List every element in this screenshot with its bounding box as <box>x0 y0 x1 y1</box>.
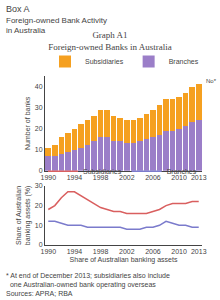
svg-text:30: 30 <box>35 104 43 111</box>
svg-text:1990: 1990 <box>40 248 56 255</box>
svg-text:Branches: Branches <box>169 58 199 65</box>
svg-text:Subsidiaries: Subsidiaries <box>85 58 124 65</box>
svg-text:2013: 2013 <box>191 248 207 255</box>
svg-text:30: 30 <box>35 182 43 189</box>
svg-text:Number of banks: Number of banks <box>24 96 31 150</box>
svg-text:* At end of December 2013; sub: * At end of December 2013; subsidiaries … <box>6 272 170 279</box>
svg-text:40: 40 <box>35 83 43 90</box>
svg-text:2010: 2010 <box>171 248 187 255</box>
svg-text:in Australia: in Australia <box>6 26 46 35</box>
svg-text:2006: 2006 <box>145 174 161 181</box>
svg-text:0: 0 <box>39 241 43 248</box>
svg-text:Graph A1Foreign-owned Banks in: Graph A1Foreign-owned Banks in Australia <box>48 30 172 52</box>
svg-text:Share of Australianbanking ass: Share of Australianbanking assets (%) <box>15 186 32 246</box>
svg-text:10: 10 <box>35 146 43 153</box>
svg-text:Foreign-owned Bank Activity: Foreign-owned Bank Activity <box>6 16 107 25</box>
svg-text:2006: 2006 <box>145 248 161 255</box>
svg-text:No*: No* <box>206 78 217 84</box>
svg-text:Sources: APRA; RBA: Sources: APRA; RBA <box>6 290 73 297</box>
svg-text:1994: 1994 <box>67 174 83 181</box>
svg-text:Share of Australian banking as: Share of Australian banking assets <box>70 256 178 264</box>
svg-text:Branches: Branches <box>167 168 197 175</box>
svg-text:2010: 2010 <box>171 174 187 181</box>
svg-text:Subsidiaries: Subsidiaries <box>83 168 122 175</box>
svg-text:20: 20 <box>35 125 43 132</box>
svg-text:2002: 2002 <box>119 174 135 181</box>
svg-text:10: 10 <box>35 222 43 229</box>
svg-text:1998: 1998 <box>93 248 109 255</box>
svg-text:2013: 2013 <box>191 174 207 181</box>
svg-text:1990: 1990 <box>40 174 56 181</box>
svg-text:2002: 2002 <box>119 248 135 255</box>
svg-text:Box A: Box A <box>6 4 30 14</box>
svg-text:0: 0 <box>39 167 43 174</box>
svg-text:20: 20 <box>35 202 43 209</box>
svg-text:1998: 1998 <box>93 174 109 181</box>
svg-text:one Australian-owned bank oper: one Australian-owned bank operating over… <box>6 281 156 289</box>
svg-text:1994: 1994 <box>67 248 83 255</box>
